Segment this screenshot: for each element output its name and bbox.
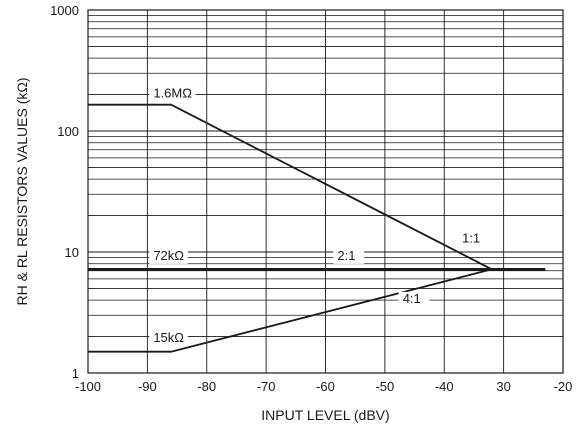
- y-tick-label: 100: [57, 124, 79, 139]
- annotation-background: [149, 86, 196, 102]
- x-tick-label: -40: [435, 379, 454, 394]
- annotation-background: [149, 248, 188, 264]
- annotation-background: [458, 231, 489, 247]
- annotation-layer: 1.6MΩ 72kΩ 15kΩ 1:1 2:1 4:1: [149, 85, 489, 347]
- annotation-label: 4:1: [403, 291, 421, 306]
- y-tick-label: 1: [72, 366, 79, 381]
- annotation-label: 1:1: [462, 230, 480, 245]
- x-tick-label: 30: [496, 379, 510, 394]
- x-axis-label: INPUT LEVEL (dBV): [261, 407, 389, 423]
- annotation-background: [333, 248, 365, 264]
- x-tick-label: -70: [257, 379, 276, 394]
- annotation-background: [398, 291, 430, 307]
- tick-layer: -100 -90 -80 -70 -60 -50 -40 30 -20 1 10 100 1000: [50, 3, 572, 394]
- annotation-label: 1.6MΩ: [153, 85, 192, 100]
- y-tick-label: 10: [65, 245, 79, 260]
- series-line-3: [88, 268, 546, 353]
- x-tick-label: -100: [75, 379, 101, 394]
- plot-frame: [87, 9, 564, 374]
- annotation-label: 72kΩ: [153, 248, 184, 263]
- annotation-label: 15kΩ: [153, 330, 184, 345]
- annotation-background: [149, 331, 188, 347]
- series-layer: [88, 103, 546, 353]
- grid: [87, 10, 564, 374]
- y-axis-label: RH & RL RESISTORS VALUES (kΩ): [14, 77, 30, 305]
- x-tick-label: -60: [316, 379, 335, 394]
- x-tick-label: -50: [375, 379, 394, 394]
- annotation-label: 2:1: [337, 248, 355, 263]
- x-tick-label: -20: [554, 379, 573, 394]
- x-tick-label: -80: [197, 379, 216, 394]
- y-tick-label: 1000: [50, 3, 79, 18]
- x-tick-label: -90: [138, 379, 157, 394]
